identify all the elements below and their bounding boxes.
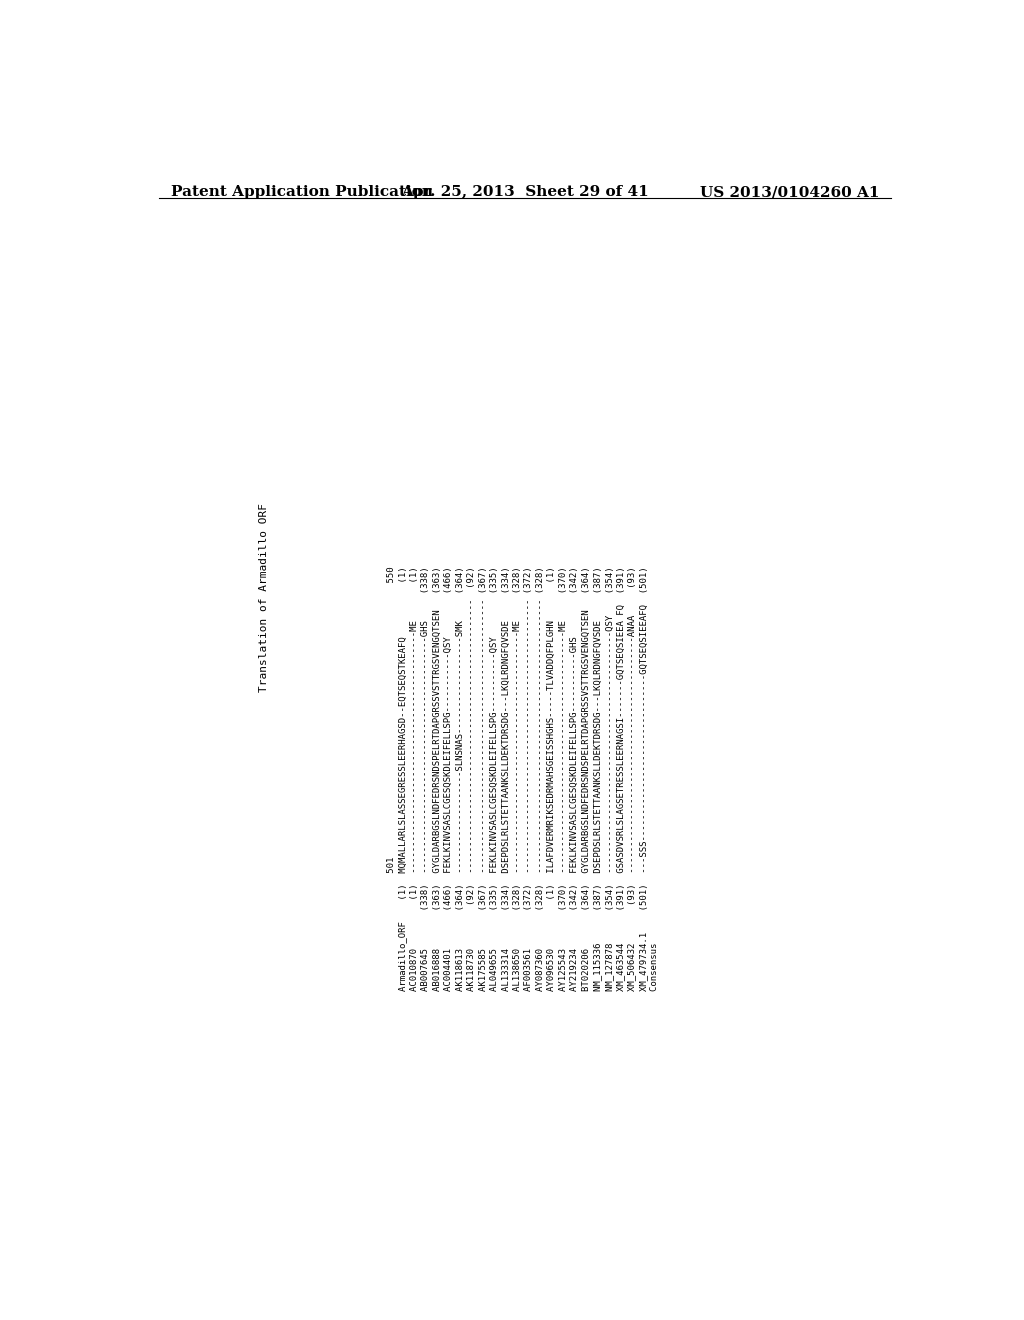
Text: Apr. 25, 2013  Sheet 29 of 41: Apr. 25, 2013 Sheet 29 of 41	[401, 185, 648, 199]
Text: Translation of Armadillo ORF: Translation of Armadillo ORF	[259, 503, 268, 692]
Text: 501                                                   550
Armadillo_ORF    (1)  : 501 550 Armadillo_ORF (1)	[387, 566, 659, 990]
Text: US 2013/0104260 A1: US 2013/0104260 A1	[700, 185, 880, 199]
Text: Patent Application Publication: Patent Application Publication	[171, 185, 432, 199]
